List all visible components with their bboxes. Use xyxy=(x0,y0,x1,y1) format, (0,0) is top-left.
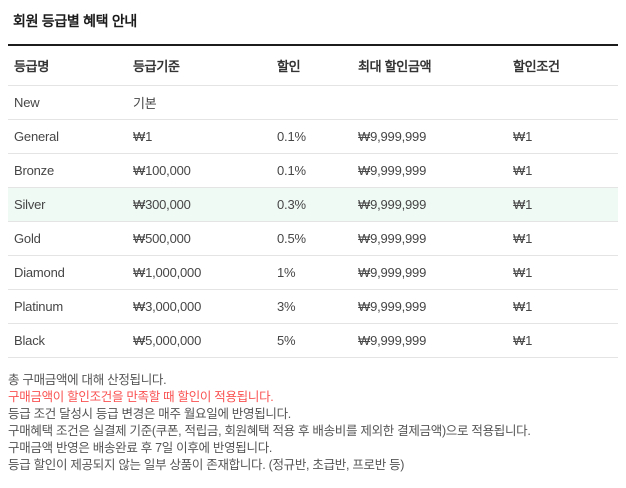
cell-discount-condition: ₩1 xyxy=(507,187,618,222)
note-line: 구매혜택 조건은 실결제 기준(쿠폰, 적립금, 회원혜택 적용 후 배송비를 … xyxy=(8,424,531,438)
cell-max-discount: ₩9,999,999 xyxy=(352,323,507,358)
cell-grade-criteria: ₩100,000 xyxy=(127,153,271,188)
cell-grade-criteria: ₩300,000 xyxy=(127,187,271,222)
cell-discount: 0.3% xyxy=(271,187,352,222)
note-line: 등급 할인이 제공되지 않는 일부 상품이 존재합니다. (정규반, 초급반, … xyxy=(8,458,405,472)
cell-discount-condition: ₩1 xyxy=(507,323,618,358)
column-header-grade-criteria: 등급기준 xyxy=(127,45,271,86)
cell-discount-condition: ₩1 xyxy=(507,153,618,188)
table-row: Bronze ₩100,000 0.1% ₩9,999,999 ₩1 xyxy=(8,153,618,188)
cell-max-discount: ₩9,999,999 xyxy=(352,289,507,324)
cell-discount: 3% xyxy=(271,289,352,324)
column-header-discount-condition: 할인조건 xyxy=(507,45,618,86)
page-title: 회원 등급별 혜택 안내 xyxy=(13,13,137,29)
table-row: Diamond ₩1,000,000 1% ₩9,999,999 ₩1 xyxy=(8,255,618,290)
column-header-discount: 할인 xyxy=(271,45,352,86)
cell-discount: 0.1% xyxy=(271,153,352,188)
cell-discount-condition: ₩1 xyxy=(507,255,618,290)
benefits-table: 등급명 등급기준 할인 최대 할인금액 할인조건 New 기본 General xyxy=(8,44,618,358)
note-line: 구매금액 반영은 배송완료 후 7일 이후에 반영됩니다. xyxy=(8,441,273,455)
cell-max-discount: ₩9,999,999 xyxy=(352,187,507,222)
cell-grade-name: Silver xyxy=(8,187,127,222)
cell-grade-name: Black xyxy=(8,323,127,358)
table-row: Platinum ₩3,000,000 3% ₩9,999,999 ₩1 xyxy=(8,289,618,324)
cell-grade-criteria: ₩3,000,000 xyxy=(127,289,271,324)
column-header-grade-name: 등급명 xyxy=(8,45,127,86)
cell-grade-criteria: 기본 xyxy=(127,85,271,120)
cell-max-discount: ₩9,999,999 xyxy=(352,153,507,188)
cell-grade-name: Bronze xyxy=(8,153,127,188)
cell-max-discount: ₩9,999,999 xyxy=(352,221,507,256)
cell-discount-condition xyxy=(507,85,618,120)
cell-grade-name: General xyxy=(8,119,127,154)
cell-grade-name: New xyxy=(8,85,127,120)
cell-discount-condition: ₩1 xyxy=(507,119,618,154)
table-row: New 기본 xyxy=(8,85,618,120)
cell-discount: 1% xyxy=(271,255,352,290)
cell-grade-name: Gold xyxy=(8,221,127,256)
cell-max-discount: ₩9,999,999 xyxy=(352,119,507,154)
cell-discount: 5% xyxy=(271,323,352,358)
cell-discount-condition: ₩1 xyxy=(507,221,618,256)
cell-grade-name: Platinum xyxy=(8,289,127,324)
cell-discount xyxy=(271,85,352,120)
cell-discount: 0.5% xyxy=(271,221,352,256)
member-benefits-panel: 회원 등급별 혜택 안내 등급명 등급기준 할인 최대 할인금액 할인조건 Ne… xyxy=(0,11,626,474)
cell-grade-criteria: ₩1 xyxy=(127,119,271,154)
table-header-row: 등급명 등급기준 할인 최대 할인금액 할인조건 xyxy=(8,45,618,86)
notes-section: 총 구매금액에 대해 산정됩니다. 구매금액이 할인조건을 만족할 때 할인이 … xyxy=(8,372,618,474)
note-line: 총 구매금액에 대해 산정됩니다. xyxy=(8,373,167,387)
cell-max-discount: ₩9,999,999 xyxy=(352,255,507,290)
cell-grade-criteria: ₩1,000,000 xyxy=(127,255,271,290)
note-line: 구매금액이 할인조건을 만족할 때 할인이 적용됩니다. xyxy=(8,390,274,404)
cell-discount: 0.1% xyxy=(271,119,352,154)
cell-grade-criteria: ₩500,000 xyxy=(127,221,271,256)
cell-grade-name: Diamond xyxy=(8,255,127,290)
cell-max-discount xyxy=(352,85,507,120)
table-body: New 기본 General ₩1 0.1% ₩9,999,999 ₩1 Bro… xyxy=(8,85,618,358)
table-row: General ₩1 0.1% ₩9,999,999 ₩1 xyxy=(8,119,618,154)
note-line: 등급 조건 달성시 등급 변경은 매주 월요일에 반영됩니다. xyxy=(8,407,291,421)
column-header-max-discount: 최대 할인금액 xyxy=(352,45,507,86)
cell-discount-condition: ₩1 xyxy=(507,289,618,324)
table-row: Gold ₩500,000 0.5% ₩9,999,999 ₩1 xyxy=(8,221,618,256)
cell-grade-criteria: ₩5,000,000 xyxy=(127,323,271,358)
table-row: Black ₩5,000,000 5% ₩9,999,999 ₩1 xyxy=(8,323,618,358)
table-row: Silver ₩300,000 0.3% ₩9,999,999 ₩1 xyxy=(8,187,618,222)
